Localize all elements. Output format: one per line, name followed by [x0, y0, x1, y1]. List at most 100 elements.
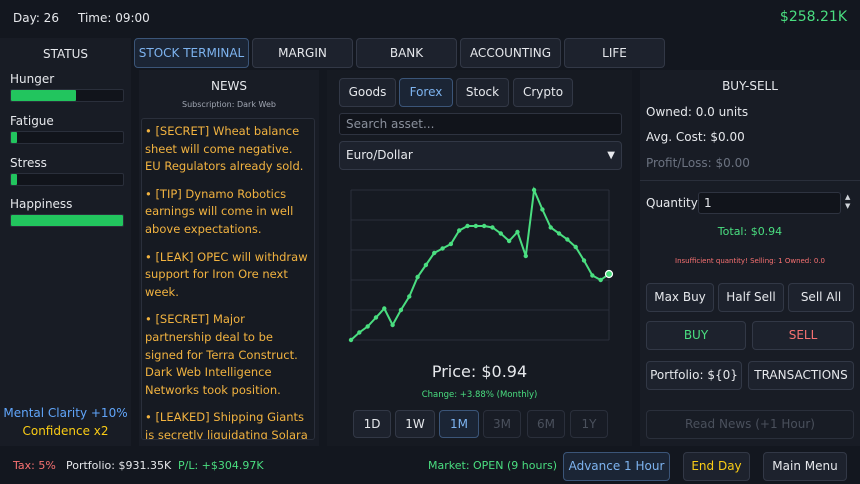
quantity-stepper[interactable]: ▲ ▼: [845, 193, 850, 211]
insufficient-warning: Insufficient quantity! Selling: 1 Owned:…: [675, 257, 825, 265]
chevron-down-icon[interactable]: ▼: [845, 202, 851, 210]
price-point: [598, 277, 603, 283]
cash-balance: $258.21K: [779, 9, 847, 25]
quantity-input[interactable]: [698, 192, 841, 214]
market-panel: Goods Forex Stock Crypto Euro/Dollar ▼ P…: [327, 70, 632, 446]
status-title: STATUS: [42, 47, 89, 61]
stat-label-happiness: Happiness: [10, 197, 73, 211]
price-point: [573, 244, 578, 250]
news-item: • [TIP] Dynamo Robotics earnings will co…: [145, 186, 294, 236]
price-point: [382, 306, 387, 311]
price-point: [373, 315, 379, 320]
price-point: [498, 231, 504, 236]
timeframe-1w[interactable]: 1W: [395, 410, 435, 438]
price-point: [432, 250, 437, 256]
timeframe-1d[interactable]: 1D: [353, 410, 391, 438]
news-list[interactable]: • [SECRET] Wheat balance sheet will come…: [141, 118, 315, 440]
buy-sell-title: BUY-SELL: [722, 79, 778, 93]
stress-bar-fill: [11, 174, 17, 185]
current-price: Price: $0.94: [431, 362, 528, 381]
price-point: [581, 258, 587, 263]
quantity-label: Quantity:: [646, 196, 702, 210]
stress-bar: [10, 173, 124, 186]
timeframe-1y[interactable]: 1Y: [570, 410, 608, 438]
price-point: [440, 246, 445, 251]
status-panel: STATUS Hunger Fatigue Stress Happiness M…: [0, 38, 131, 446]
price-point: [540, 207, 545, 212]
news-item: • [LEAKED] Shipping Giants is secretly l…: [145, 410, 308, 440]
price-point: [523, 253, 528, 259]
asset-select[interactable]: Euro/Dollar ▼: [339, 141, 622, 170]
timeframe-3m[interactable]: 3M: [483, 410, 521, 438]
asset-select-value: Euro/Dollar: [346, 148, 413, 162]
read-news-button[interactable]: Read News (+1 Hour): [646, 410, 854, 439]
bottom-bar: Tax: 5% Portfolio: $931.35K P/L: +$304.9…: [0, 448, 860, 484]
mental-clarity-buff: Mental Clarity +10%: [3, 406, 128, 420]
price-point: [565, 237, 570, 242]
price-point: [515, 229, 520, 235]
tab-life[interactable]: LIFE: [564, 38, 665, 68]
stat-label-hunger: Hunger: [10, 72, 55, 86]
profit-loss: Profit/Loss: $0.00: [646, 156, 750, 170]
asset-search-input[interactable]: [339, 113, 622, 135]
price-point: [415, 274, 420, 280]
happiness-bar: [10, 214, 124, 227]
average-cost: Avg. Cost: $0.00: [646, 130, 745, 144]
news-item: • [SECRET] Wheat balance sheet will come…: [145, 124, 304, 174]
end-day-button[interactable]: End Day: [683, 452, 750, 481]
category-crypto[interactable]: Crypto: [513, 78, 573, 107]
price-point: [423, 262, 429, 268]
market-status: Market: OPEN (9 hours): [428, 459, 557, 472]
price-line: [350, 186, 610, 341]
news-title: NEWS: [210, 79, 248, 93]
tab-accounting[interactable]: ACCOUNTING: [460, 38, 561, 68]
price-point: [357, 330, 362, 335]
timeframe-6m[interactable]: 6M: [527, 410, 565, 438]
tab-bank[interactable]: BANK: [356, 38, 457, 68]
price-point: [531, 187, 537, 193]
price-point: [590, 273, 595, 278]
order-total: Total: $0.94: [717, 225, 783, 238]
portfolio-value: Portfolio: $931.35K: [66, 459, 172, 472]
price-point: [490, 225, 495, 230]
price-point: [407, 294, 412, 299]
chevron-down-icon: ▼: [607, 150, 615, 161]
buy-sell-panel: BUY-SELL Owned: 0.0 units Avg. Cost: $0.…: [640, 70, 860, 446]
advance-hour-button[interactable]: Advance 1 Hour: [563, 452, 670, 481]
price-chart: [348, 186, 614, 343]
buy-button[interactable]: BUY: [646, 321, 746, 350]
price-point: [365, 324, 370, 329]
main-menu-button[interactable]: Main Menu: [763, 452, 847, 481]
max-buy-button[interactable]: Max Buy: [646, 283, 714, 312]
transactions-button[interactable]: TRANSACTIONS: [748, 361, 854, 390]
sell-button[interactable]: SELL: [752, 321, 854, 350]
stat-label-fatigue: Fatigue: [10, 114, 54, 128]
news-subscription: Subscription: Dark Web: [182, 100, 276, 109]
price-point: [456, 228, 462, 233]
price-point: [548, 225, 553, 230]
price-change: Change: +3.88% (Monthly): [421, 390, 538, 400]
tax-rate: Tax: 5%: [13, 459, 56, 472]
sell-all-button[interactable]: Sell All: [788, 283, 854, 312]
category-forex[interactable]: Forex: [399, 78, 453, 107]
divider: [640, 180, 860, 181]
chevron-up-icon[interactable]: ▲: [845, 193, 851, 201]
current-price-point: [604, 269, 614, 279]
price-point: [473, 223, 479, 229]
top-bar: Day: 26 Time: 09:00 $258.21K: [0, 0, 860, 36]
portfolio-button[interactable]: Portfolio: ${0}: [646, 361, 742, 390]
fatigue-bar: [10, 131, 124, 144]
tab-stock-terminal[interactable]: STOCK TERMINAL: [134, 38, 249, 68]
category-stock[interactable]: Stock: [456, 78, 509, 107]
price-point: [506, 238, 512, 244]
fatigue-bar-fill: [11, 132, 17, 143]
stat-label-stress: Stress: [10, 156, 47, 170]
timeframe-1m[interactable]: 1M: [439, 410, 479, 438]
half-sell-button[interactable]: Half Sell: [718, 283, 784, 312]
clock: Time: 09:00: [78, 11, 150, 25]
news-panel: NEWS Subscription: Dark Web • [SECRET] W…: [139, 70, 319, 446]
news-item: • [SECRET] Major partnership deal to be …: [145, 312, 298, 397]
confidence-buff: Confidence x2: [22, 424, 109, 438]
tab-margin[interactable]: MARGIN: [252, 38, 353, 68]
category-goods[interactable]: Goods: [339, 78, 396, 107]
